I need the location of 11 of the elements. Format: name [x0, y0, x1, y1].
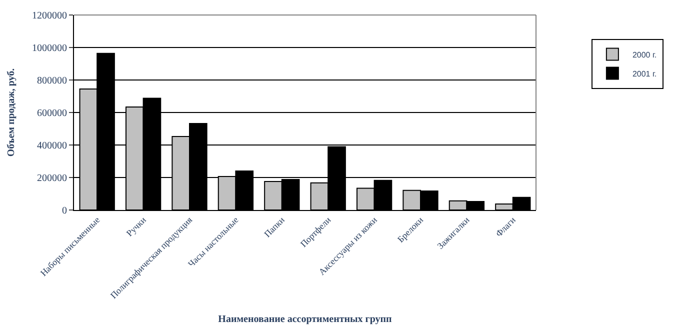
y-tick-label: 0	[62, 206, 67, 216]
y-axis-title: Объем продаж, руб.	[6, 68, 17, 157]
y-tick-label: 400000	[37, 140, 67, 152]
legend-label: 2000 г.	[632, 50, 657, 60]
y-tick-label: 600000	[37, 108, 67, 119]
x-axis-title: Наименование ассортиментных групп	[218, 314, 392, 326]
legend-label: 2001 г.	[632, 69, 657, 78]
y-tick-label: 800000	[37, 76, 67, 86]
y-tick-label: 200000	[37, 173, 67, 184]
y-tick-label: 1000000	[32, 43, 67, 54]
y-tick-label: 1200000	[32, 10, 67, 22]
